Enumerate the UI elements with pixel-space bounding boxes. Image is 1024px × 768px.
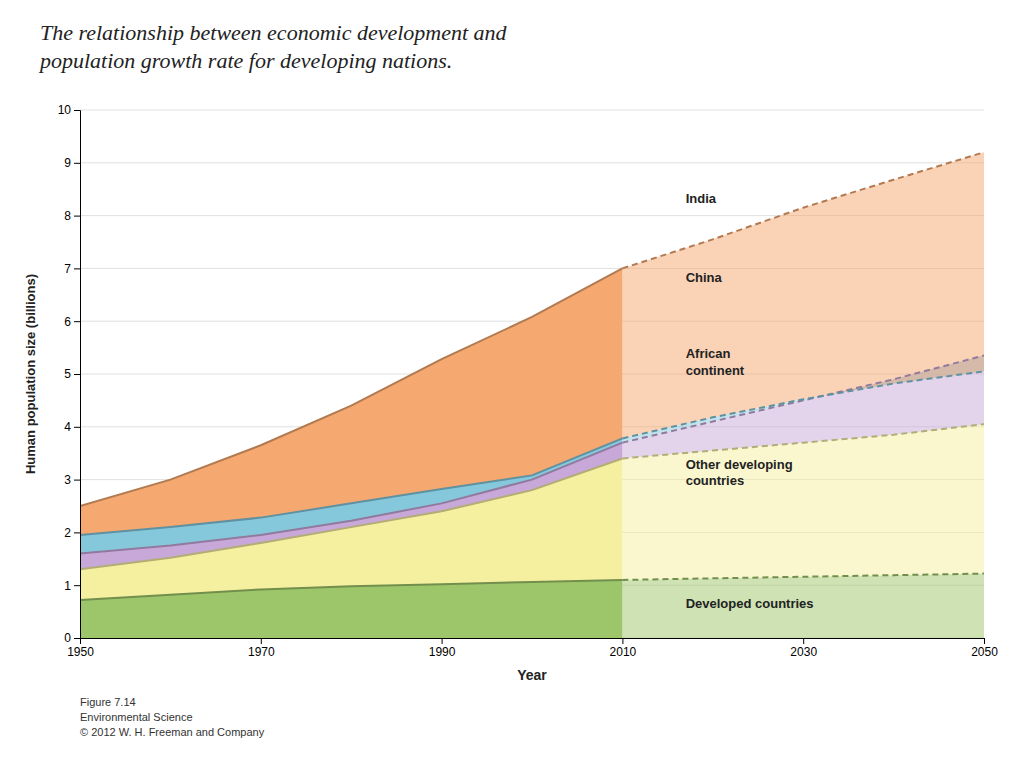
x-axis: 1950 1970 1990 2010 2030 2050: [67, 638, 998, 659]
text-line: population growth rate for developing na…: [38, 48, 452, 73]
grid-line: [80, 162, 984, 163]
x-tick-label: 1970: [248, 645, 275, 659]
series-label: India: [686, 191, 717, 206]
caption: Figure 7.14 Environmental Science © 2012 W…: [80, 696, 265, 738]
x-axis-title: Year: [517, 667, 547, 683]
y-axis-line: [74, 111, 81, 639]
y-tick-mark: [74, 216, 80, 217]
y-tick-mark: [74, 268, 80, 269]
series-label: Africancontinent: [686, 347, 745, 378]
y-tick-label: 5: [64, 367, 71, 381]
text-line: The relationship between economic develo…: [40, 20, 508, 45]
x-tick-label: 2050: [971, 645, 998, 659]
text-line: Developed countries: [686, 597, 814, 612]
boundary-line-projected: [622, 371, 984, 438]
y-tick: 1: [64, 579, 80, 593]
y-tick-label: 1: [64, 579, 71, 593]
x-tick-mark: [984, 638, 985, 644]
y-tick-mark: [74, 480, 80, 481]
text-line: continent: [686, 363, 745, 378]
y-tick-mark: [74, 638, 80, 639]
text-line: Figure 7.14: [80, 696, 136, 708]
boundary-line: [80, 438, 622, 535]
x-tick-label: 2010: [610, 645, 637, 659]
boundary-line: [80, 580, 622, 600]
y-tick-mark: [74, 110, 80, 111]
y-tick: 5: [64, 367, 80, 381]
x-axis-line: [81, 639, 985, 645]
y-tick-label: 3: [64, 473, 71, 487]
y-tick-mark: [74, 427, 80, 428]
y-tick-mark: [74, 532, 80, 533]
y-tick: 4: [64, 420, 80, 434]
x-tick-mark: [803, 638, 804, 644]
x-tick-mark: [442, 638, 443, 644]
x-tick: 2050: [971, 638, 998, 659]
boundary-line-projected: [622, 574, 984, 580]
x-tick: 2030: [790, 638, 817, 659]
y-tick: 6: [64, 315, 80, 329]
plot-area: [80, 152, 984, 638]
boundary-line: [80, 443, 622, 554]
series-label: Other developingcountries: [686, 458, 793, 489]
y-tick-mark: [74, 321, 80, 322]
text-line: countries: [686, 474, 745, 489]
x-tick-mark: [622, 638, 623, 644]
grid: [80, 110, 984, 638]
x-tick-label: 2030: [790, 645, 817, 659]
boundary-line-projected: [622, 356, 984, 443]
y-tick-mark: [74, 163, 80, 164]
y-tick-label: 9: [64, 156, 71, 170]
boundary-line-projected: [622, 152, 984, 268]
y-tick-label: 10: [58, 103, 72, 117]
area-band-projected: [622, 574, 984, 638]
y-tick: 9: [64, 156, 80, 170]
x-tick-mark: [261, 638, 262, 644]
y-tick-label: 6: [64, 315, 71, 329]
area-band-projected: [622, 152, 984, 438]
series-labels: Developed countries Other developingcount…: [686, 191, 814, 612]
y-tick-mark: [74, 374, 80, 375]
x-tick: 1950: [67, 638, 94, 659]
boundary-line: [80, 268, 622, 506]
y-tick-label: 8: [64, 209, 71, 223]
text-line: Other developing: [686, 458, 793, 473]
y-tick: 10: [58, 103, 80, 117]
title: The relationship between economic develo…: [38, 20, 508, 73]
x-tick-label: 1990: [429, 645, 456, 659]
series-label: China: [686, 270, 723, 285]
x-tick: 1990: [429, 638, 456, 659]
y-tick-label: 0: [64, 631, 71, 645]
y-tick-label: 7: [64, 262, 71, 276]
y-tick-label: 4: [64, 420, 71, 434]
y-axis-title: Human population size (billions): [23, 274, 38, 474]
text-line: India: [686, 191, 717, 206]
x-tick: 2010: [610, 638, 637, 659]
text-line: African: [686, 347, 731, 362]
x-tick-label: 1950: [67, 645, 94, 659]
y-tick: 0: [64, 631, 80, 645]
y-tick: 7: [64, 262, 80, 276]
text-line: China: [686, 270, 723, 285]
grid-line: [80, 110, 984, 111]
y-tick-mark: [74, 585, 80, 586]
y-tick: 3: [64, 473, 80, 487]
y-tick: 8: [64, 209, 80, 223]
text-line: © 2012 W. H. Freeman and Company: [80, 726, 265, 738]
series-label: Developed countries: [686, 597, 814, 612]
area-band: [80, 268, 622, 535]
chart-svg: The relationship between economic develo…: [0, 0, 1024, 768]
y-tick-label: 2: [64, 526, 71, 540]
y-axis: 0 1 2 3 4 5 6 7 8 9 10: [58, 103, 81, 645]
text-line: Environmental Science: [80, 711, 193, 723]
y-tick: 2: [64, 526, 80, 540]
x-tick: 1970: [248, 638, 275, 659]
